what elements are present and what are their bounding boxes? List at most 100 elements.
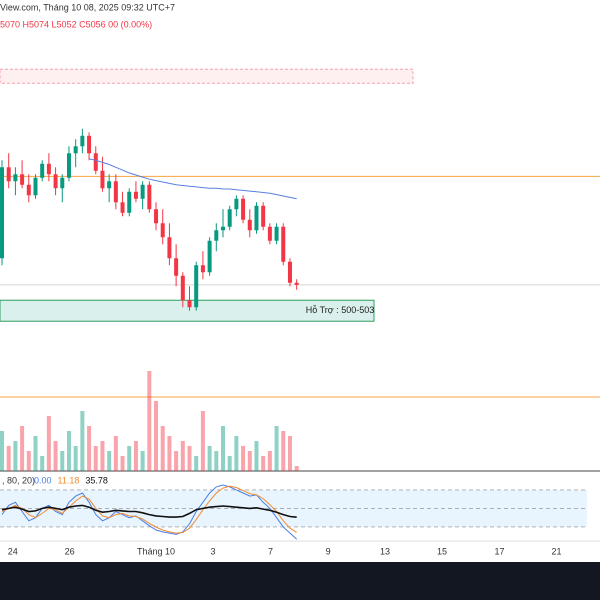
x-tick-label: Tháng 10	[137, 546, 175, 556]
volume-bar	[281, 431, 286, 471]
volume-bar	[113, 436, 118, 471]
x-tick-label: 26	[65, 546, 75, 556]
x-tick-label: 21	[551, 546, 561, 556]
x-tick-label: 7	[268, 546, 273, 556]
volume-bar	[227, 456, 232, 471]
volume-bar	[87, 426, 92, 471]
stoch-readout: 0.00	[34, 475, 52, 485]
volume-bar	[26, 451, 31, 471]
volume-bar	[261, 456, 266, 471]
volume-bar	[127, 446, 132, 471]
moving-average	[88, 158, 297, 200]
candle-body	[274, 226, 279, 241]
candle-body	[133, 191, 138, 199]
candle-body	[227, 209, 232, 227]
volume-bar	[20, 426, 25, 471]
candle-body	[234, 198, 239, 210]
volume-bar	[214, 451, 219, 471]
header-source: View.com, Tháng 10 08, 2025 09:32 UTC+7	[0, 2, 175, 12]
volume-bar	[147, 371, 152, 471]
volume-bar	[187, 446, 192, 471]
volume-bar	[60, 451, 65, 471]
candle-body	[194, 265, 199, 308]
candle-body	[13, 174, 18, 182]
x-tick-label: 13	[380, 546, 390, 556]
candle-body	[281, 226, 286, 262]
stoch-readout: 11.18	[58, 475, 80, 485]
stoch-band	[0, 489, 587, 527]
candle-body	[261, 205, 266, 227]
candle-body	[120, 202, 125, 213]
volume-bar	[180, 441, 185, 471]
volume-bar	[220, 426, 225, 471]
candle-body	[247, 219, 252, 231]
volume-bar	[140, 451, 145, 471]
candle-body	[154, 209, 159, 224]
candle-body	[200, 265, 205, 273]
volume-bar	[294, 466, 299, 471]
bottom-bar	[0, 562, 600, 600]
volume-bar	[241, 446, 246, 471]
candle-body	[187, 300, 192, 308]
stoch-line	[1, 504, 297, 518]
volume-bar	[234, 436, 239, 471]
volume-bar	[267, 451, 272, 471]
candle-body	[93, 153, 98, 171]
volume-bar	[200, 411, 205, 471]
stoch-title: , 80, 20)	[2, 475, 35, 485]
volume-bar	[167, 436, 172, 471]
volume-bar	[13, 441, 18, 471]
volume-bar	[46, 416, 51, 471]
candle-body	[147, 184, 152, 210]
candle-body	[140, 184, 145, 199]
candle-body	[267, 226, 272, 241]
volume-bar	[53, 441, 58, 471]
support-label: Hỗ Trợ : 500-503	[306, 305, 374, 315]
x-tick-label: 24	[8, 546, 18, 556]
candle-body	[287, 261, 292, 283]
candle-body	[214, 230, 219, 241]
x-tick-label: 17	[495, 546, 505, 556]
stoch-readout: 35.78	[85, 475, 108, 485]
volume-bar	[287, 436, 292, 471]
volume-bar	[6, 446, 11, 471]
volume-bar	[254, 441, 259, 471]
volume-bar	[120, 456, 125, 471]
candle-body	[46, 163, 51, 175]
candle-body	[127, 191, 132, 213]
candle-body	[20, 174, 25, 185]
volume-bar	[73, 446, 78, 471]
volume-bar	[133, 441, 138, 471]
candle-body	[220, 226, 225, 231]
volume-bar	[100, 441, 105, 471]
candle-body	[207, 240, 212, 273]
volume-bar	[40, 456, 45, 471]
volume-bar	[174, 451, 179, 471]
volume-bar	[207, 446, 212, 471]
volume-bar	[0, 431, 5, 471]
candle-body	[26, 184, 31, 196]
candle-body	[294, 282, 299, 285]
candle-body	[174, 258, 179, 276]
candle-body	[167, 237, 172, 259]
candle-body	[6, 167, 11, 182]
volume-bar	[93, 446, 98, 471]
volume-bar	[80, 411, 85, 471]
candle-body	[160, 223, 165, 238]
support-zone	[0, 299, 375, 322]
x-tick-label: 15	[437, 546, 447, 556]
volume-bar	[247, 451, 252, 471]
candle-body	[180, 275, 185, 301]
candle-body	[66, 153, 71, 178]
header-ohlc: 5070 H5074 L5052 C5056 00 (0.00%)	[0, 19, 152, 29]
volume-bar	[154, 401, 159, 471]
candle-body	[100, 170, 105, 189]
candle-body	[107, 181, 112, 189]
candle-body	[113, 181, 118, 203]
volume-bar	[33, 436, 38, 471]
x-tick-label: 9	[326, 546, 331, 556]
volume-bar	[160, 426, 165, 471]
stoch-line	[1, 485, 297, 534]
